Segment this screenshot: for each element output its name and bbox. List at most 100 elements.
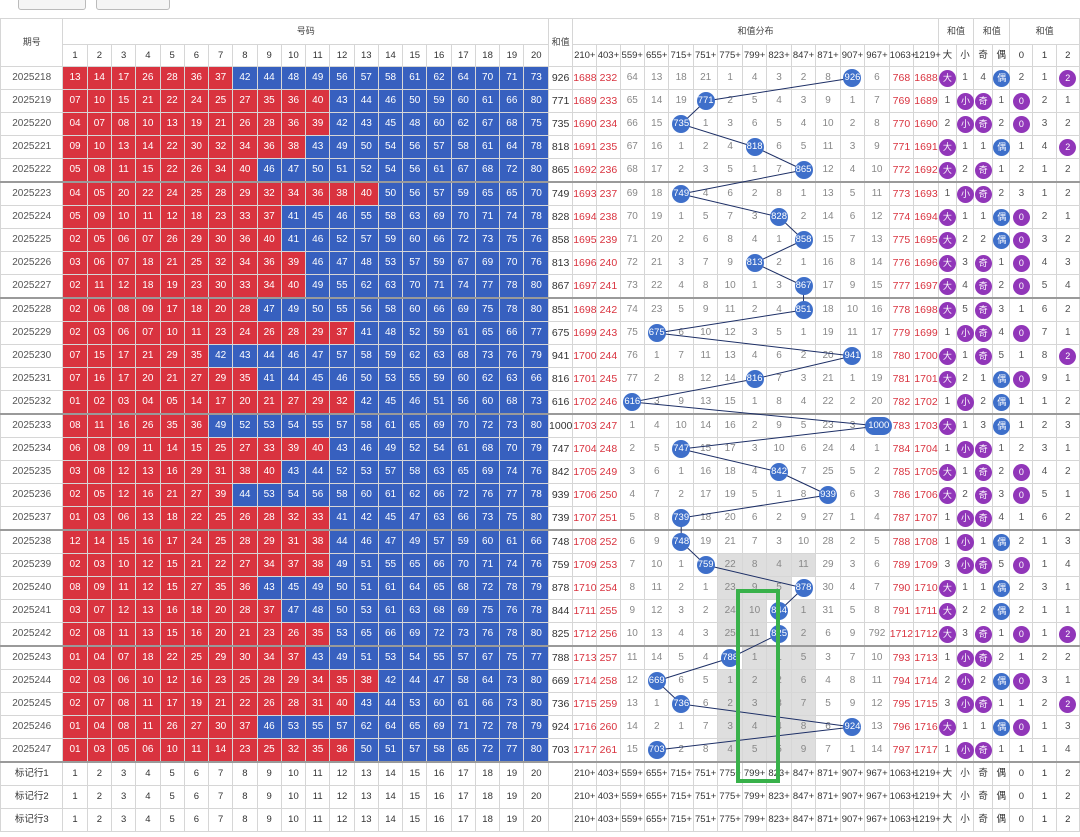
range-col-header: 715+ [668,44,694,67]
range-cell: 73 [619,274,645,299]
number-cell: 26 [256,692,282,716]
range-cell: 238 [596,205,621,229]
number-cell: 60 [353,483,379,507]
range-cell: 14 [643,645,670,670]
number-cell: 58 [450,135,476,159]
range-cell: 6 [668,669,694,693]
number-cell: 69 [426,205,452,229]
footer-range: 655+ [643,808,670,832]
footer-oddeven: 奇 [973,761,994,786]
range-cell: 2 [839,529,866,554]
footer-range: 751+ [692,808,719,832]
range-cell: 4 [643,413,670,438]
stat-cell: 0 [1009,321,1034,345]
table-row: 2025236 02 05 12 16 21 27 39 44 53 54 56 58 60 61 62 66 7… [0,483,1080,507]
range-cell: 1692 [913,158,939,183]
number-cell: 09 [110,437,137,461]
sum-value: 675 [548,321,574,345]
sum-value: 858 [548,228,574,252]
range-cell: 749 [668,181,694,206]
toolbar-button-2[interactable] [96,0,170,10]
number-cell: 41 [256,367,282,391]
stat-cell: 偶 [992,390,1011,415]
range-cell: 16 [692,460,719,484]
number-cell: 49 [280,297,307,322]
stat-cell: 奇 [973,321,994,345]
range-cell: 782 [888,390,915,415]
range-cell: 20 [815,344,841,368]
number-cell: 50 [353,135,379,159]
range-cell: 735 [668,112,694,136]
number-cell: 50 [402,89,428,113]
number-cell: 49 [305,576,331,600]
footer-number: 15 [402,785,428,809]
range-cell: 67 [619,135,645,159]
footer-range: 1063+ [888,761,916,786]
range-cell: 1708 [572,529,598,554]
range-cell: 22 [643,274,670,299]
toolbar-button-1[interactable] [18,0,86,10]
footer-range: 210+ [572,808,598,832]
issue-id: 2025235 [0,460,64,484]
sum-dist-header: 和值分布 [572,18,939,45]
number-cell: 73 [450,622,476,647]
stat-badge: 0 [1012,370,1030,388]
table-row: 2025226 03 06 07 18 21 25 32 34 36 39 46 47 48 53 57 59 6… [0,251,1080,275]
range-cell: 1 [839,89,866,113]
range-cell: 71 [619,228,645,252]
number-cell: 04 [86,715,112,739]
number-cell: 66 [499,89,525,113]
number-cell: 31 [305,692,331,716]
stat-cell: 1 [1055,599,1080,623]
range-cell: 22 [717,553,743,577]
sum-ball: 703 [647,741,666,759]
number-cell: 52 [353,158,379,183]
sum-value: 669 [548,669,574,693]
stat-cell: 1 [1032,181,1057,206]
footer-mod3: 2 [1055,808,1080,832]
stat-cell: 3 [937,692,957,716]
stat-badge: 大 [938,231,956,249]
stat-cell: 1 [992,692,1011,716]
range-cell: 1712 [572,622,598,647]
number-cell: 50 [305,158,331,183]
footer-range: 1219+ [913,808,941,832]
range-cell: 4 [839,158,866,183]
sum-value: 844 [548,599,574,623]
stat-cell: 2 [973,599,994,623]
number-cell: 51 [353,576,379,600]
stat-cell: 1 [1055,89,1080,113]
number-cell: 65 [402,413,428,438]
stat-badge: 大 [938,370,956,388]
range-cell: 9 [668,390,694,415]
footer-mod3: 0 [1009,761,1034,786]
number-cell: 29 [232,181,258,206]
number-cell: 15 [110,529,137,554]
number-cell: 11 [183,738,210,763]
range-cell: 243 [596,321,621,345]
footer-number: 9 [256,808,282,832]
issue-id: 2025220 [0,112,64,136]
range-cell: 3 [692,622,719,647]
stat-badge: 0 [1012,486,1030,504]
footer-range: 715+ [668,761,694,786]
number-cell: 62 [426,66,452,90]
stat-cell: 0 [1009,228,1034,252]
stat-badge: 2 [1059,695,1077,713]
range-cell: 1701 [913,367,939,391]
footer-mod3: 0 [1009,808,1034,832]
stat-cell: 1 [973,715,994,739]
number-cell: 49 [305,274,331,299]
number-cell: 62 [450,112,476,136]
stat-cell: 奇 [973,553,994,577]
table-row: 2025224 05 09 10 11 12 18 23 33 37 41 45 46 55 58 63 69 7… [0,205,1080,229]
range-cell: 239 [596,228,621,252]
stat-cell: 2 [1055,158,1080,183]
number-cell: 66 [426,228,452,252]
number-cell: 53 [353,460,379,484]
number-cell: 20 [135,367,161,391]
range-cell: 17 [717,437,743,461]
number-cell: 14 [159,437,185,461]
number-cell: 62 [474,367,501,391]
footer-number: 18 [474,761,501,786]
